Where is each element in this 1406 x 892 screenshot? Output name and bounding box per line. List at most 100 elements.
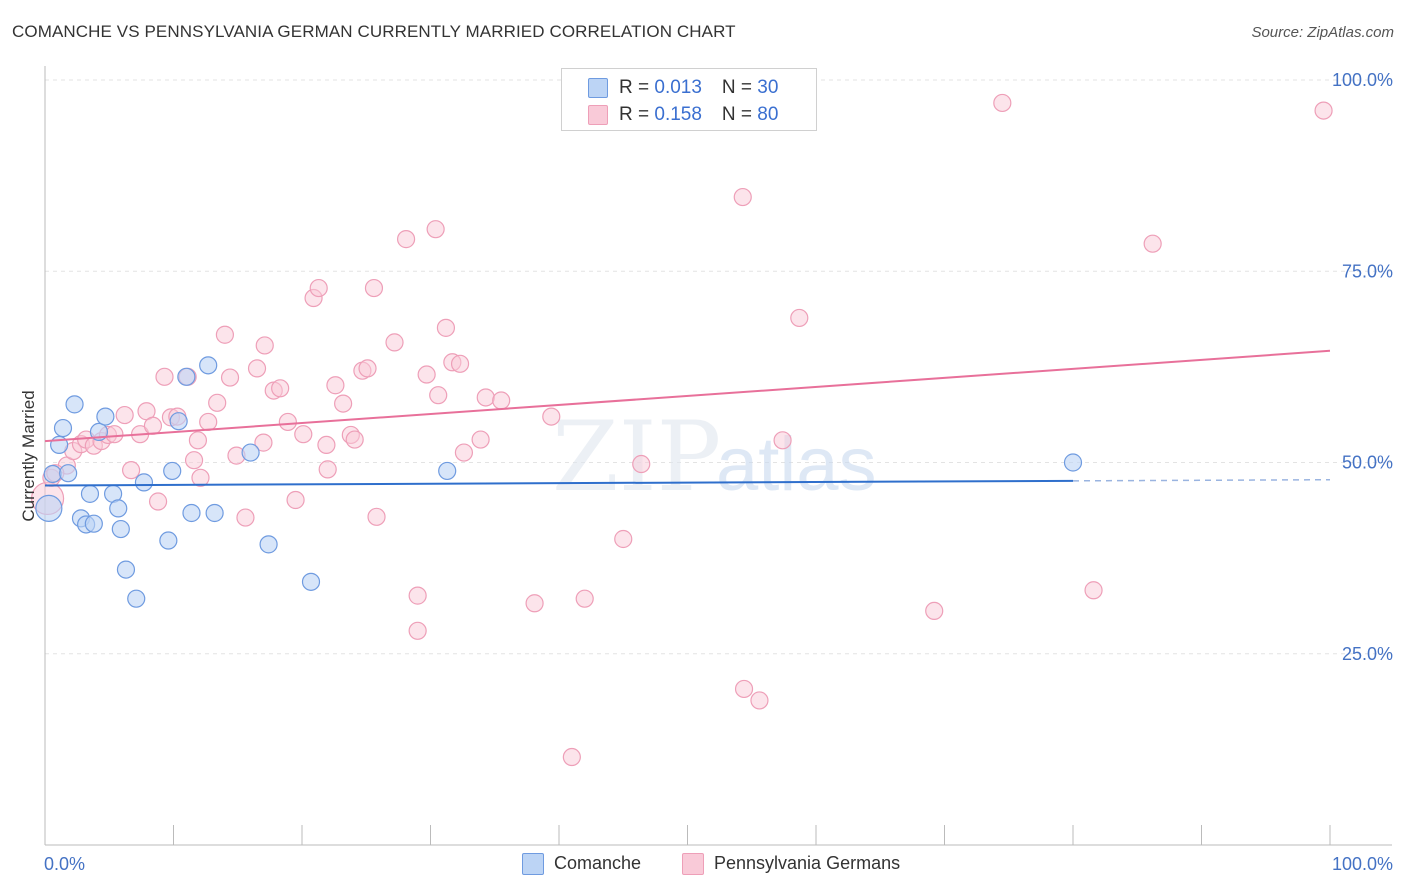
r-label: R = — [619, 104, 655, 125]
source-label: Source: ZipAtlas.com — [1251, 24, 1394, 41]
penn-point — [115, 405, 134, 425]
comanche-point — [1063, 453, 1083, 472]
comanche-trend-extension — [1072, 478, 1331, 482]
comanche-point — [109, 499, 128, 518]
penn-point — [542, 407, 561, 426]
penn-point — [367, 507, 386, 526]
comanche-point — [35, 494, 63, 522]
correlation-legend: R = 0.013 N = 30 R = 0.158 N = 80 — [561, 68, 817, 131]
comanche-point — [301, 572, 321, 591]
chart-title: COMANCHE VS PENNSYLVANIA GERMAN CURRENTL… — [12, 22, 736, 41]
penn-point — [358, 359, 377, 378]
penn-point — [408, 586, 427, 605]
penn-point — [236, 508, 255, 527]
comanche-swatch — [588, 78, 608, 98]
penn-swatch — [588, 105, 608, 125]
penn-point — [286, 490, 305, 510]
comanche-point — [241, 443, 260, 462]
penn-trend-line — [44, 349, 1331, 443]
penn-point — [632, 454, 651, 474]
n-value: 30 — [757, 77, 779, 98]
watermark-atlas: atlas — [716, 422, 877, 507]
penn-point — [450, 354, 470, 373]
comanche-point — [43, 464, 62, 484]
comanche-point — [80, 484, 100, 503]
penn-point — [750, 691, 769, 710]
penn-point — [317, 435, 336, 455]
comanche-point — [96, 407, 115, 426]
n-label: N = — [721, 77, 758, 98]
comanche-point — [65, 395, 84, 414]
penn-legend-swatch — [682, 853, 704, 875]
r-value: 0.013 — [654, 77, 702, 98]
penn-point — [614, 529, 633, 549]
penn-point — [334, 394, 353, 413]
penn-point — [429, 386, 448, 405]
penn-point — [925, 601, 944, 621]
penn-point — [271, 379, 290, 398]
penn-point — [436, 318, 456, 337]
penn-point — [184, 451, 204, 470]
n-label: N = — [721, 104, 758, 125]
penn-point — [575, 589, 594, 608]
penn-point — [471, 430, 490, 449]
comanche-point — [182, 503, 201, 523]
axes — [44, 66, 1392, 846]
penn-point — [408, 621, 427, 640]
comanche-point — [134, 473, 154, 492]
penn-point — [247, 359, 267, 378]
comanche-point — [205, 503, 224, 523]
penn-point — [105, 425, 124, 444]
x-tick-label-max: 100.0% — [1332, 854, 1393, 874]
legend-text-comanche: R = 0.013 N = 30 — [619, 77, 778, 99]
x-tick-label-min: 0.0% — [44, 854, 85, 874]
comanche-point — [259, 535, 278, 554]
comanche-point — [177, 367, 196, 386]
r-value: 0.158 — [654, 104, 702, 125]
penn-point — [199, 412, 218, 432]
penn-point — [396, 230, 416, 249]
comanche-point — [116, 560, 136, 579]
penn-point — [417, 365, 436, 384]
penn-point — [220, 368, 240, 387]
penn-legend-label: Pennsylvania Germans — [714, 853, 901, 873]
comanche-point — [59, 464, 78, 483]
comanche-points — [35, 356, 1083, 608]
penn-point — [1143, 234, 1162, 253]
penn-point — [525, 594, 544, 613]
penn-point — [993, 93, 1012, 113]
y-tick-labels: 100.0% 75.0% 50.0% 25.0% — [1332, 70, 1393, 664]
comanche-point — [438, 461, 457, 481]
penn-point — [1314, 101, 1333, 120]
penn-point — [318, 460, 337, 479]
comanche-point — [159, 531, 178, 550]
penn-point — [476, 388, 495, 407]
penn-point — [278, 412, 297, 432]
penn-point — [454, 443, 474, 462]
penn-point — [345, 430, 364, 449]
comanche-legend-label: Comanche — [554, 853, 642, 873]
penn-point — [215, 325, 234, 344]
comanche-trend-line — [44, 479, 1074, 487]
penn-point — [773, 431, 792, 450]
comanche-point — [111, 519, 130, 539]
comanche-point — [127, 589, 146, 608]
penn-point — [255, 336, 274, 355]
penn-point — [148, 492, 168, 511]
y-tick-label: 100.0% — [1332, 70, 1393, 90]
penn-point — [326, 376, 345, 395]
penn-point — [188, 431, 208, 450]
penn-point — [294, 425, 313, 444]
penn-point — [733, 187, 752, 207]
penn-point — [385, 333, 404, 352]
penn-point — [562, 747, 581, 767]
legend-text-penn: R = 0.158 N = 80 — [619, 104, 778, 126]
penn-point — [208, 393, 227, 412]
comanche-point — [169, 412, 188, 431]
penn-point — [143, 416, 163, 435]
penn-point — [790, 308, 809, 328]
y-tick-label: 75.0% — [1342, 261, 1393, 281]
comanche-point — [199, 356, 218, 375]
penn-point — [254, 433, 273, 452]
